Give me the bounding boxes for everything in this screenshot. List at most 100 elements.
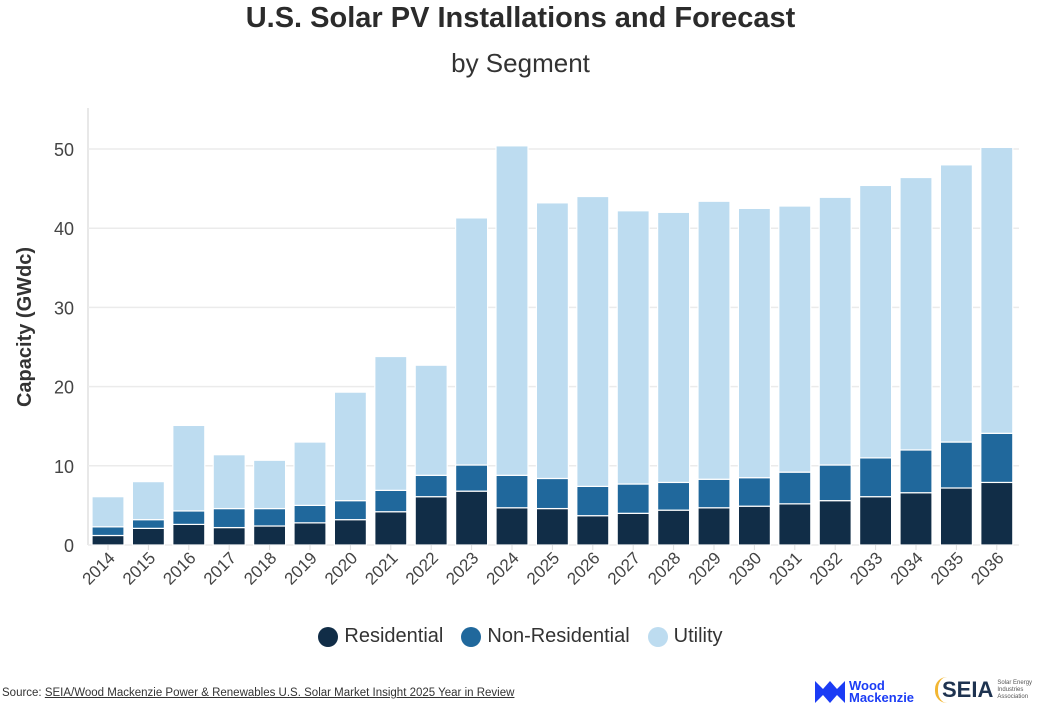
bar-non-residential-2033 (858, 457, 893, 498)
bar-non-residential-2034 (899, 449, 933, 494)
x-tick-label: 2023 (442, 548, 482, 588)
chart-subtitle: by Segment (451, 48, 590, 78)
bar-non-residential-2021 (374, 489, 408, 513)
bar-non-residential-2026 (576, 485, 610, 517)
bar-utility-2026 (576, 195, 610, 487)
bar-residential-2030 (737, 505, 772, 546)
bar-residential-2018 (253, 525, 287, 546)
bar-non-residential-2028 (656, 481, 691, 511)
bar-non-residential-2014 (91, 526, 125, 537)
bar-residential-2022 (414, 496, 448, 546)
x-tick-label: 2020 (321, 548, 361, 588)
bar-utility-2033 (858, 184, 893, 459)
seia-subtitle: Solar Energy Industries Association (997, 679, 1033, 700)
x-tick-label: 2036 (967, 548, 1007, 588)
x-tick-label: 2015 (119, 548, 159, 588)
legend-item[interactable]: Residential (318, 625, 443, 648)
chart-title: U.S. Solar PV Installations and Forecast (245, 2, 796, 34)
bar-utility-2031 (778, 205, 812, 473)
x-tick-label: 2029 (685, 548, 725, 588)
bar-utility-2030 (737, 207, 772, 479)
bar-non-residential-2020 (333, 500, 367, 521)
bar-utility-2015 (131, 481, 165, 521)
wm-line2: Mackenzie (849, 690, 915, 705)
bar-non-residential-2029 (697, 478, 731, 509)
source-note: Source: SEIA/Wood Mackenzie Power & Rene… (2, 687, 514, 699)
y-tick-label: 20 (54, 378, 74, 398)
legend-swatch-icon (318, 626, 339, 647)
y-tick-label: 40 (54, 219, 74, 239)
bar-residential-2033 (858, 496, 893, 546)
x-tick-label: 2032 (806, 548, 846, 588)
bar-utility-2035 (939, 164, 974, 443)
source-link[interactable]: SEIA/Wood Mackenzie Power & Renewables U… (44, 687, 515, 699)
bar-residential-2031 (778, 503, 812, 546)
x-tick-label: 2035 (927, 548, 967, 588)
bar-utility-2020 (333, 391, 367, 502)
x-tick-label: 2031 (765, 548, 805, 588)
bar-utility-2014 (91, 496, 125, 528)
bar-residential-2028 (656, 509, 691, 546)
x-tick-label: 2027 (604, 548, 644, 588)
bar-utility-2029 (697, 200, 731, 480)
bar-residential-2025 (535, 507, 570, 546)
bar-non-residential-2017 (212, 507, 246, 529)
bar-utility-2036 (980, 146, 1014, 434)
bar-non-residential-2030 (737, 477, 772, 507)
bar-utility-2021 (374, 355, 408, 491)
bar-non-residential-2019 (293, 504, 327, 524)
bar-non-residential-2018 (253, 507, 287, 527)
bar-residential-2014 (91, 534, 125, 546)
bar-utility-2028 (656, 211, 691, 484)
x-tick-label: 2033 (846, 548, 886, 588)
wood-mackenzie-logo: Wood Mackenzie (815, 678, 915, 705)
y-tick-label: 50 (54, 140, 74, 160)
bar-residential-2017 (212, 526, 246, 546)
legend-swatch-icon (647, 626, 668, 647)
legend-swatch-icon (461, 626, 482, 647)
bar-residential-2026 (576, 515, 610, 546)
wm-line1: Wood (849, 678, 885, 693)
bar-non-residential-2027 (616, 483, 650, 514)
bar-residential-2034 (899, 492, 933, 546)
source-label: Source: (2, 687, 45, 699)
x-tick-label: 2019 (281, 548, 321, 588)
bar-utility-2024 (495, 145, 529, 476)
bar-utility-2016 (172, 424, 206, 512)
bar-residential-2032 (818, 500, 852, 546)
y-tick-label: 30 (54, 298, 74, 318)
bar-utility-2032 (818, 196, 852, 466)
stacked-bar-chart: 2014 2015 2016 2017 2018 2019 2020 2021 2022 2023… (14, 108, 1019, 589)
bar-utility-2018 (253, 459, 287, 510)
bar-non-residential-2025 (535, 477, 570, 510)
legend-label: Residential (344, 625, 444, 647)
x-tick-label: 2034 (887, 548, 927, 588)
bar-residential-2029 (697, 507, 731, 546)
x-tick-label: 2017 (200, 548, 240, 588)
bar-utility-2023 (455, 217, 489, 466)
bar-residential-2015 (131, 527, 165, 546)
x-tick-label: 2025 (523, 548, 563, 588)
bar-utility-2022 (414, 364, 448, 476)
y-tick-label: 0 (64, 536, 74, 556)
legend-item[interactable]: Utility (647, 625, 723, 648)
seia-logo: SEIA Solar Energy Industries Association (935, 677, 1035, 703)
bar-utility-2017 (212, 454, 246, 510)
bar-non-residential-2016 (172, 510, 206, 526)
bar-residential-2021 (374, 511, 408, 546)
legend-item[interactable]: Non-Residential (461, 625, 630, 648)
bar-non-residential-2035 (939, 441, 974, 489)
bar-residential-2016 (172, 523, 206, 546)
bar-non-residential-2022 (414, 474, 448, 498)
bar-utility-2034 (899, 176, 933, 451)
x-tick-label: 2024 (483, 548, 523, 588)
legend: Residential Non-Residential Utility (0, 625, 1041, 648)
bar-residential-2023 (455, 490, 489, 546)
bar-residential-2027 (616, 512, 650, 546)
bar-non-residential-2036 (980, 432, 1014, 484)
bar-residential-2020 (333, 519, 367, 546)
bar-residential-2036 (980, 481, 1014, 546)
legend-label: Non-Residential (487, 625, 630, 647)
wood-mackenzie-mark-icon (815, 681, 845, 703)
x-tick-label: 2028 (644, 548, 684, 588)
